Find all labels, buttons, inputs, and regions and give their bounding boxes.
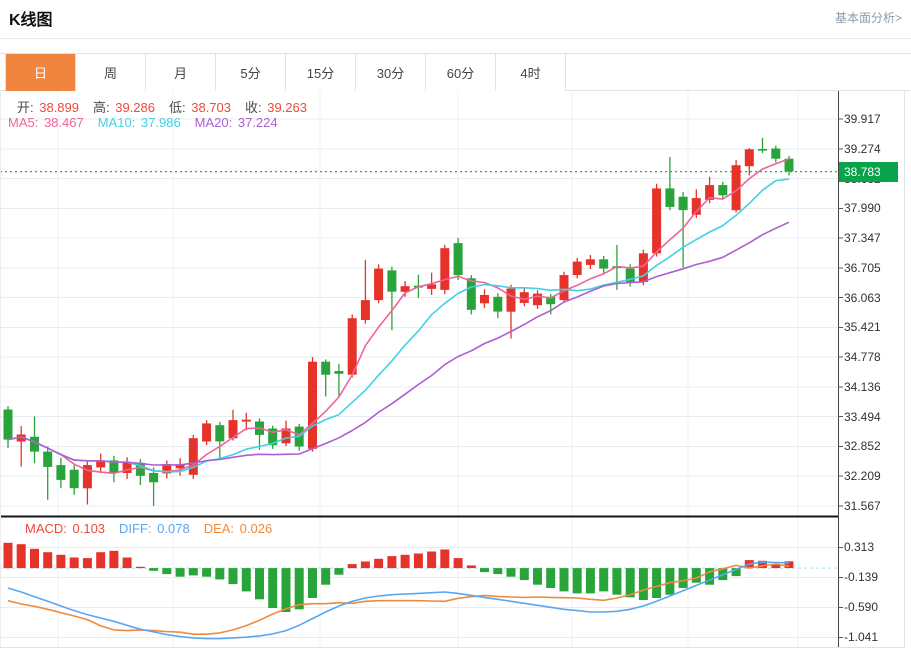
tab-interval-0[interactable]: 日	[6, 54, 76, 91]
current-price-badge: 38.783	[839, 161, 898, 182]
tab-interval-2[interactable]: 月	[146, 54, 216, 91]
axis-tick-label: -0.139	[844, 570, 879, 585]
axis-tick-label: -1.041	[844, 630, 879, 645]
stat-label: DEA:	[203, 521, 235, 536]
tab-interval-3[interactable]: 5分	[216, 54, 286, 91]
axis-tick-label: 33.494	[844, 409, 881, 424]
stat-label: MA20:	[194, 115, 233, 130]
tab-interval-7[interactable]: 4时	[496, 54, 566, 91]
stat-value: 0.026	[236, 521, 273, 536]
axis-tick-label: 34.778	[844, 350, 881, 365]
stat-label: DIFF:	[119, 521, 152, 536]
axis-tick-label: 35.421	[844, 320, 881, 335]
axis-tick-label: 37.990	[844, 201, 881, 216]
axis-tick-label: 32.209	[844, 469, 881, 484]
axis-tick-label: 39.274	[844, 141, 881, 156]
axis-tick-label: 31.567	[844, 499, 881, 513]
header-divider	[0, 38, 911, 39]
axis-tick-label: 37.347	[844, 231, 881, 246]
page-title: K线图	[9, 12, 53, 29]
axis-tick-label: 32.852	[844, 439, 881, 454]
axis-tick-label: 36.705	[844, 260, 881, 275]
axis-tick-label: -0.590	[844, 600, 879, 615]
stat-value: 39.286	[111, 100, 155, 115]
axis-tick-label: 36.063	[844, 290, 881, 305]
stat-label: MA5:	[8, 115, 39, 130]
stat-label: 低:	[169, 100, 186, 115]
stat-value: 38.703	[187, 100, 231, 115]
stat-value: 38.467	[40, 115, 84, 130]
stat-value: 37.224	[234, 115, 278, 130]
axis-tick-label: 39.917	[844, 112, 881, 126]
axis-tick-label: 34.136	[844, 379, 881, 394]
stat-value: 0.103	[68, 521, 106, 536]
stat-value: 39.263	[263, 100, 307, 115]
ohlc-readout: 开: 38.899 高: 39.286 低: 38.703 收: 39.263	[17, 97, 321, 116]
stat-label: MACD:	[25, 521, 67, 536]
tab-interval-6[interactable]: 60分	[426, 54, 496, 91]
stat-label: 高:	[93, 100, 110, 115]
tab-interval-1[interactable]: 周	[76, 54, 146, 91]
stat-value: 38.899	[35, 100, 79, 115]
stat-value: 0.078	[153, 521, 190, 536]
ma-readout: MA5: 38.467 MA10: 37.986 MA20: 37.224	[8, 115, 292, 130]
stat-label: 收:	[245, 100, 262, 115]
axis-tick-label: 0.313	[844, 540, 875, 555]
macd-readout: MACD: 0.103 DIFF: 0.078 DEA: 0.026	[25, 521, 286, 536]
stat-label: 开:	[17, 100, 34, 115]
tabbar-top-border	[0, 53, 911, 54]
interval-tab-bar: 日周月 5分 15分 30分 60分 4时	[5, 54, 566, 91]
tab-interval-5[interactable]: 30分	[356, 54, 426, 91]
stat-label: MA10:	[97, 115, 136, 130]
fundamental-analysis-link[interactable]: 基本面分析>	[834, 11, 902, 25]
stat-value: 37.986	[137, 115, 181, 130]
tab-interval-4[interactable]: 15分	[286, 54, 356, 91]
